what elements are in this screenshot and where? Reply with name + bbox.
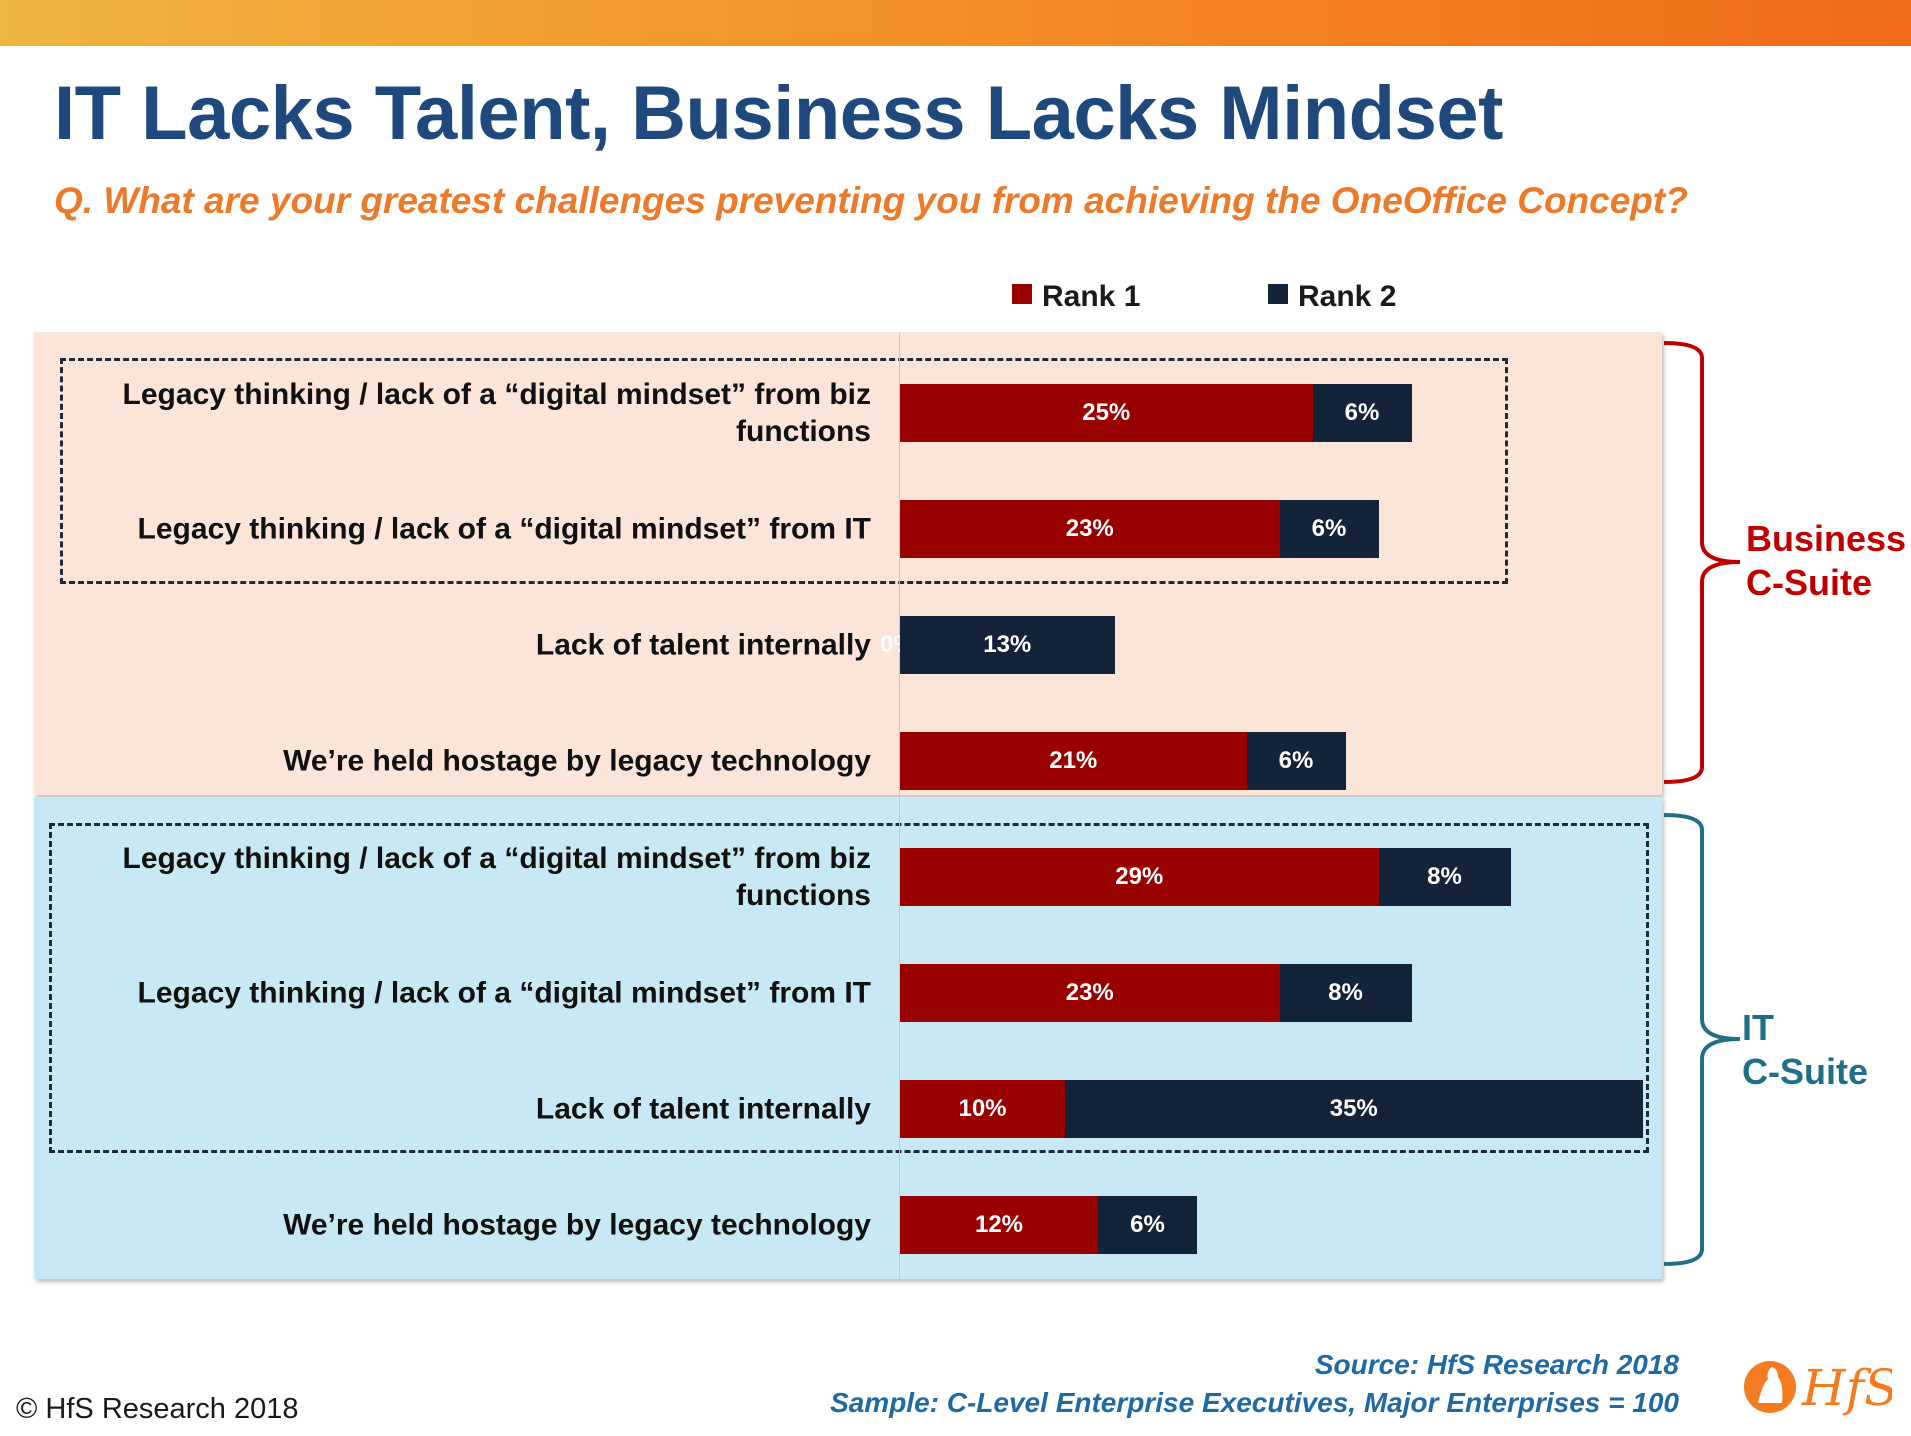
group-label-business: Business C-Suite: [1746, 517, 1906, 605]
group-label-it-line2: C-Suite: [1742, 1051, 1868, 1092]
legend-label-rank2: Rank 2: [1298, 280, 1397, 313]
sample-text: Sample: C-Level Enterprise Executives, M…: [830, 1387, 1679, 1418]
group-label-it-line1: IT: [1742, 1007, 1774, 1048]
bar-row: Lack of talent internally 10% 35%: [0, 1080, 1911, 1138]
legend-item-rank2: Rank 2: [1268, 280, 1396, 314]
group-label-it: IT C-Suite: [1742, 1006, 1868, 1094]
bar-rank1: 23%: [900, 964, 1280, 1022]
bar-rank1: 10%: [900, 1080, 1065, 1138]
category-label: Lack of talent internally: [535, 628, 871, 662]
bar-row: Lack of talent internally 0% 13%: [0, 616, 1911, 674]
bar-row: We’re held hostage by legacy technology 1…: [0, 1196, 1911, 1254]
bar-rank1: 23%: [900, 500, 1280, 558]
bar-rank1: 12%: [900, 1196, 1098, 1254]
category-label: Legacy thinking / lack of a “digital min…: [122, 842, 871, 912]
page-title: IT Lacks Talent, Business Lacks Mindset: [54, 71, 1503, 156]
axis-line: [899, 332, 900, 1279]
bar-rank1: 21%: [900, 732, 1247, 790]
category-label: Lack of talent internally: [535, 1092, 871, 1126]
bar-row: Legacy thinking / lack of a “digital min…: [0, 964, 1911, 1022]
bar-rank2: 8%: [1378, 848, 1511, 906]
bar-row: We’re held hostage by legacy technology 2…: [0, 732, 1911, 790]
source-text: Source: HfS Research 2018: [1314, 1349, 1679, 1380]
bar-rank1: 29%: [900, 848, 1379, 906]
bar-rank2: 6%: [1246, 732, 1346, 790]
bar-rank2: 6%: [1312, 384, 1412, 442]
category-label: Legacy thinking / lack of a “digital min…: [137, 976, 871, 1010]
group-label-business-line2: C-Suite: [1746, 562, 1872, 603]
legend-swatch-rank2: [1268, 284, 1288, 304]
business-brace-icon: [1663, 341, 1741, 784]
category-label: We’re held hostage by legacy technology: [283, 1208, 871, 1242]
group-label-business-line1: Business: [1746, 518, 1907, 559]
hfs-logo-icon: HfS: [1744, 1359, 1892, 1417]
bar-row: Legacy thinking / lack of a “digital min…: [0, 378, 1911, 448]
legend-item-rank1: Rank 1: [1012, 280, 1140, 314]
category-label: Legacy thinking / lack of a “digital min…: [137, 512, 871, 546]
copyright-text: © HfS Research 2018: [16, 1393, 299, 1425]
bar-rank2: 6%: [1098, 1196, 1197, 1254]
bar-rank2: 8%: [1279, 964, 1412, 1022]
svg-text:HfS: HfS: [1801, 1359, 1892, 1417]
bar-row: Legacy thinking / lack of a “digital min…: [0, 842, 1911, 912]
legend-label-rank1: Rank 1: [1042, 280, 1141, 313]
business-highlight-box: [60, 358, 1508, 584]
bar-rank2: 6%: [1279, 500, 1379, 558]
bar-rank2: 13%: [900, 616, 1115, 674]
category-label: We’re held hostage by legacy technology: [283, 744, 871, 778]
it-brace-icon: [1663, 813, 1741, 1266]
top-banner: [0, 0, 1911, 46]
question-subtitle: Q. What are your greatest challenges pre…: [54, 180, 1688, 221]
bar-row: Legacy thinking / lack of a “digital min…: [0, 500, 1911, 558]
bar-rank2: 35%: [1065, 1080, 1643, 1138]
legend-swatch-rank1: [1012, 284, 1032, 304]
bar-rank1: 25%: [900, 384, 1313, 442]
it-highlight-box: [49, 823, 1649, 1153]
category-label: Legacy thinking / lack of a “digital min…: [122, 378, 871, 448]
